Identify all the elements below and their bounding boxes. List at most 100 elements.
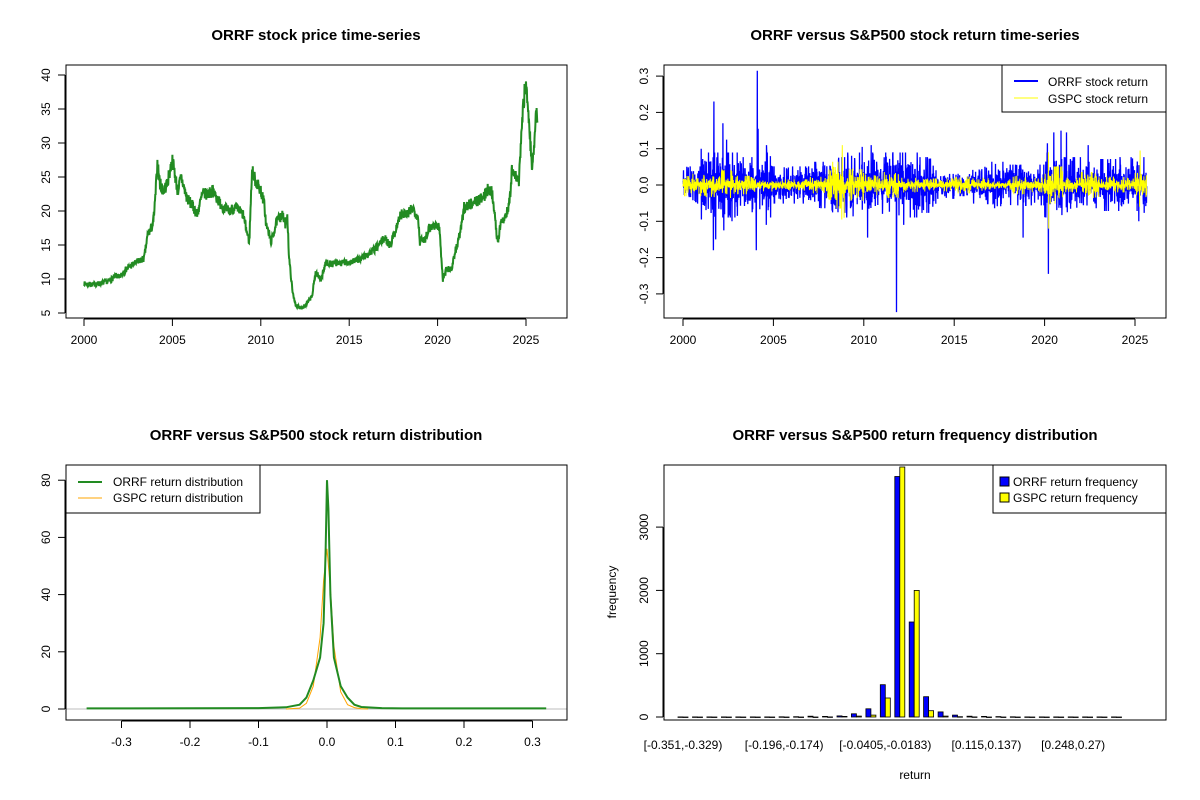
gspc-frequency-bar xyxy=(1000,716,1007,718)
orrf-frequency-bar xyxy=(952,714,958,718)
orrf-frequency-bar xyxy=(865,708,872,718)
gspc-return-line xyxy=(682,145,1148,229)
price-y-tick-label: 25 xyxy=(39,170,53,184)
gspc-frequency-bar xyxy=(1101,716,1108,718)
histogram-chart: ORRF versus S&P500 return frequency dist… xyxy=(605,427,1167,782)
gspc-frequency-bar xyxy=(740,716,747,718)
orrf-frequency-bar xyxy=(749,716,756,718)
price-y-tick-label: 5 xyxy=(39,309,53,316)
price-chart-title: ORRF stock price time-series xyxy=(211,27,420,44)
histogram-y-label: frequency xyxy=(605,566,619,619)
gspc-frequency-bar xyxy=(827,716,833,718)
legend-box xyxy=(992,464,1167,514)
return-y-tick-label: 0.1 xyxy=(637,140,651,157)
gspc-frequency-bar xyxy=(1116,716,1122,718)
price-chart: ORRF stock price time-series 2000 2005 201… xyxy=(39,27,568,347)
orrf-frequency-bar xyxy=(822,716,828,718)
gspc-frequency-bar xyxy=(769,716,776,718)
gspc-frequency-bar xyxy=(913,590,920,718)
price-y-tick-label: 35 xyxy=(39,102,53,116)
density-x-tick-label: 0.0 xyxy=(319,735,336,749)
gspc-frequency-bar xyxy=(1087,716,1093,718)
gspc-frequency-bar xyxy=(726,716,732,718)
gspc-frequency-bar xyxy=(1072,716,1079,718)
density-x-tick-label: -0.1 xyxy=(248,735,269,749)
density-y-tick-label: 60 xyxy=(39,530,53,544)
legend-gspc-label: GSPC return distribution xyxy=(113,491,243,505)
legend-orrf-label: ORRF stock return xyxy=(1048,75,1148,89)
histogram-y-tick-label: 2000 xyxy=(637,577,651,604)
histogram-y-tick-label: 0 xyxy=(637,713,651,720)
density-x-tick-label: -0.3 xyxy=(111,735,132,749)
return-x-tick-label: 2020 xyxy=(1031,333,1058,347)
return-y-tick-label: -0.3 xyxy=(637,283,651,304)
orrf-frequency-bar xyxy=(735,716,742,718)
gspc-frequency-bar xyxy=(783,716,790,718)
histogram-y-tick-label: 1000 xyxy=(637,640,651,667)
gspc-frequency-bar xyxy=(870,714,877,718)
histogram-legend: ORRF return frequency GSPC return freque… xyxy=(992,464,1167,514)
price-y-tick-label: 10 xyxy=(39,272,53,286)
gspc-frequency-bar xyxy=(682,716,689,718)
histogram-x-tick-label: [0.115,0.137) xyxy=(952,738,1022,752)
orrf-frequency-bar xyxy=(1082,716,1088,718)
return-y-tick-label: 0.0 xyxy=(637,176,651,193)
return-x-tick-label: 2010 xyxy=(850,333,877,347)
histogram-y-tick-label: 3000 xyxy=(637,513,651,540)
orrf-frequency-bar xyxy=(1038,716,1045,718)
price-x-tick-label: 2005 xyxy=(159,333,186,347)
gspc-frequency-bar xyxy=(884,697,891,718)
density-x-tick-label: 0.2 xyxy=(456,735,473,749)
orrf-return-line xyxy=(682,70,1148,313)
price-x-tick-label: 2020 xyxy=(424,333,451,347)
density-legend: ORRF return distribution GSPC return dis… xyxy=(65,464,261,514)
gspc-frequency-bar xyxy=(971,716,978,718)
density-y-tick-label: 20 xyxy=(39,645,53,659)
orrf-frequency-bar xyxy=(1009,716,1016,718)
orrf-frequency-bar xyxy=(706,716,713,718)
return-y-tick-label: -0.2 xyxy=(637,247,651,268)
histogram-x-tick-label: [-0.351,-0.329) xyxy=(644,738,723,752)
histogram-x-label: return xyxy=(899,768,930,782)
legend-gspc-label: GSPC stock return xyxy=(1048,92,1148,106)
orrf-frequency-bar xyxy=(879,684,886,718)
orrf-frequency-bar xyxy=(966,715,973,718)
histogram-x-tick-label: [-0.196,-0.174) xyxy=(745,738,824,752)
density-y-tick-label: 0 xyxy=(39,705,53,712)
price-x-tick-label: 2025 xyxy=(513,333,540,347)
legend-orrf-swatch xyxy=(999,476,1010,487)
gspc-frequency-bar xyxy=(1029,716,1036,718)
orrf-frequency-bar xyxy=(923,696,929,718)
orrf-frequency-bar xyxy=(995,716,1002,718)
orrf-frequency-bar xyxy=(807,715,814,718)
orrf-frequency-bar xyxy=(677,716,684,718)
density-x-tick-label: 0.3 xyxy=(524,735,541,749)
orrf-frequency-bar xyxy=(764,716,771,718)
gspc-frequency-bar xyxy=(928,710,934,718)
orrf-frequency-bar xyxy=(692,716,698,718)
density-chart-title: ORRF versus S&P500 stock return distribu… xyxy=(150,427,483,444)
orrf-frequency-bar xyxy=(793,716,799,718)
orrf-frequency-bar xyxy=(908,621,915,718)
price-y-tick-label: 20 xyxy=(39,204,53,218)
legend-orrf-label: ORRF return distribution xyxy=(113,475,243,489)
gspc-density-line xyxy=(285,548,369,710)
orrf-frequency-bar xyxy=(894,476,901,718)
legend-orrf-label: ORRF return frequency xyxy=(1013,475,1138,489)
orrf-frequency-bar xyxy=(937,711,944,718)
gspc-frequency-bar xyxy=(957,716,963,718)
gspc-frequency-bar xyxy=(856,715,862,718)
gspc-frequency-bar xyxy=(697,716,703,718)
orrf-frequency-bar xyxy=(836,715,843,718)
price-plot-frame xyxy=(65,64,568,319)
return-x-tick-label: 2015 xyxy=(941,333,968,347)
gspc-frequency-bar xyxy=(754,716,761,718)
gspc-frequency-bar xyxy=(986,716,992,718)
orrf-frequency-bar xyxy=(721,716,727,718)
density-plot-frame xyxy=(65,464,568,721)
return-timeseries-chart: ORRF versus S&P500 stock return time-ser… xyxy=(637,27,1167,347)
orrf-frequency-bar xyxy=(981,716,987,718)
density-x-tick-label: -0.2 xyxy=(180,735,201,749)
gspc-frequency-bar xyxy=(1058,716,1065,718)
